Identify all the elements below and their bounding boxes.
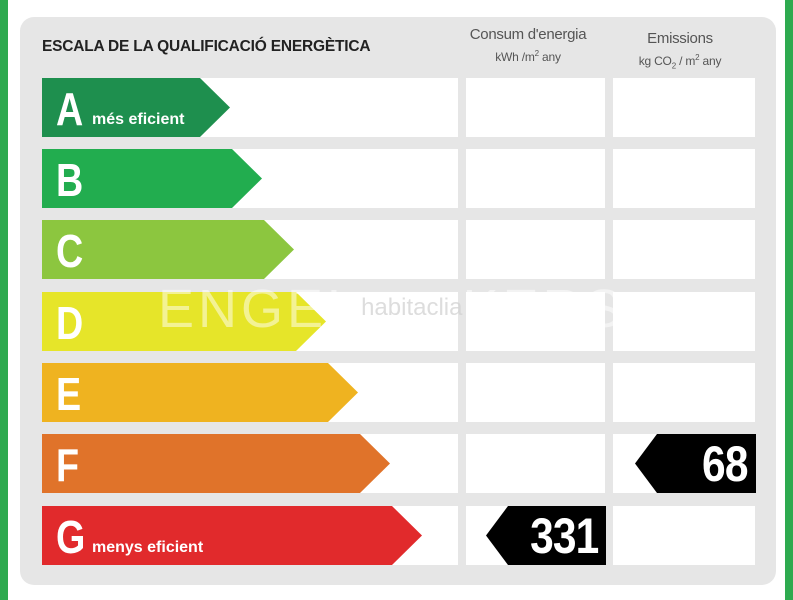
class-arrow-d	[42, 292, 326, 351]
emissions-rating-badge-shape	[635, 434, 756, 493]
emissions-column-title: Emissions	[647, 30, 713, 47]
energy-cell-d	[466, 292, 605, 351]
energy-rating-badge-value: 331	[529, 508, 599, 564]
energy-cell-e	[466, 363, 605, 422]
energy-column-header: Consum d'energia kWh /m2 any	[458, 26, 598, 64]
class-letter-c: C	[56, 225, 84, 277]
energy-rating-badge-shape	[486, 506, 606, 565]
emissions-rating-badge-value: 68	[702, 436, 748, 492]
rating-row-d: D	[0, 292, 793, 351]
emissions-cell-a	[613, 78, 755, 137]
class-arrow-e	[42, 363, 358, 422]
rating-row-b: B	[0, 149, 793, 208]
class-letter-d: D	[56, 297, 84, 349]
emissions-cell-d	[613, 292, 755, 351]
class-letter-g: G	[56, 511, 86, 563]
class-sublabel-g: menys eficient	[92, 539, 204, 556]
class-arrow-a	[42, 78, 230, 137]
energy-cell-a	[466, 78, 605, 137]
class-arrow-g	[42, 506, 422, 565]
watermark: ENGELhabitacliaKERS	[158, 279, 626, 339]
energy-cell-f	[466, 434, 605, 493]
energy-column-title: Consum d'energia	[469, 26, 587, 43]
class-letter-b: B	[56, 154, 84, 206]
rating-row-e: E	[0, 363, 793, 422]
energy-column-unit: kWh /m2 any	[495, 49, 561, 64]
class-arrow-c	[42, 220, 294, 279]
energy-cell-c	[466, 220, 605, 279]
frame-left-border	[0, 0, 8, 600]
scale-title: ESCALA DE LA QUALIFICACIÓ ENERGÈTICA	[42, 38, 371, 55]
class-letter-f: F	[56, 439, 80, 491]
frame-right-border	[785, 0, 793, 600]
emissions-rating-badge: 68	[635, 434, 756, 493]
emissions-cell-b	[613, 149, 755, 208]
energy-cell-b	[466, 149, 605, 208]
emissions-column-unit: kg CO2 / m2 any	[638, 53, 722, 71]
emissions-column-header: Emissions kg CO2 / m2 any	[610, 30, 750, 70]
energy-rating-badge: 331	[486, 506, 606, 565]
emissions-cell-e	[613, 363, 755, 422]
rating-row-c: C	[0, 220, 793, 279]
class-letter-a: A	[56, 83, 84, 135]
rating-row-f: F 68	[0, 434, 793, 493]
class-letter-e: E	[56, 368, 82, 420]
emissions-cell-g	[613, 506, 755, 565]
class-arrow-f	[42, 434, 390, 493]
emissions-cell-c	[613, 220, 755, 279]
class-arrow-b	[42, 149, 262, 208]
class-sublabel-a: més eficient	[92, 111, 185, 128]
